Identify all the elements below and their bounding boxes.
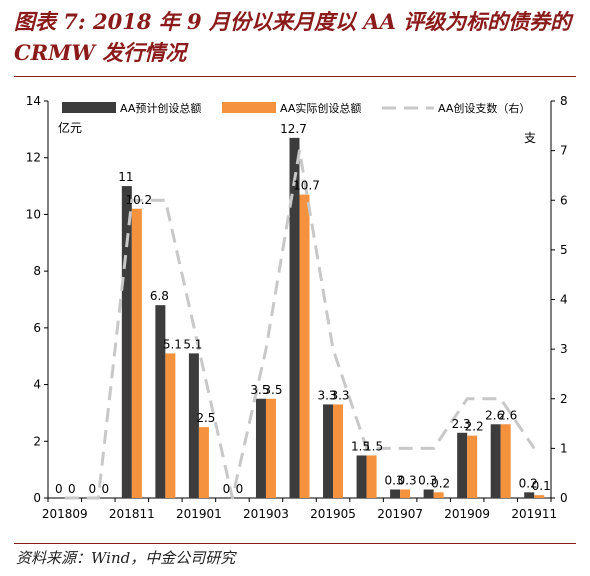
data-label: 12.7 <box>280 122 307 136</box>
right-axis-tick-label: 6 <box>560 193 568 207</box>
data-label: 10.2 <box>125 193 152 207</box>
bar-expected <box>490 424 501 498</box>
left-axis-tick-label: 0 <box>33 491 41 505</box>
data-label: 2.6 <box>485 408 504 422</box>
data-label: 0 <box>236 482 244 496</box>
bar-expected <box>121 186 132 499</box>
legend-swatch-actual <box>222 102 276 113</box>
left-axis-tick-label: 10 <box>26 207 41 221</box>
legend-label-count: AA创设支数（右） <box>438 101 530 115</box>
legend-swatch-expected <box>62 102 116 113</box>
source-rule <box>14 543 576 544</box>
chart-title: 图表 7: 2018 年 9 月份以来月度以 AA 评级为标的债券的 CRMW … <box>14 9 572 65</box>
right-axis-tick-label: 3 <box>560 342 568 356</box>
bar-expected <box>524 492 535 498</box>
x-axis-tick-label: 201811 <box>109 507 155 521</box>
left-axis-tick-label: 2 <box>33 434 41 448</box>
bar-actual <box>198 427 209 498</box>
right-axis-unit: 支 <box>524 131 536 145</box>
data-label: 5.1 <box>183 337 202 351</box>
x-axis-tick-label: 201901 <box>176 507 222 521</box>
left-axis-tick-label: 14 <box>26 94 41 108</box>
legend-label-expected: AA预计创设总额 <box>120 101 201 115</box>
data-label: 0 <box>223 482 231 496</box>
data-label: 1.5 <box>364 439 383 453</box>
bar-expected <box>255 398 266 498</box>
legend-label-actual: AA实际创设总额 <box>280 101 361 115</box>
bar-actual <box>500 424 511 498</box>
right-axis-tick-label: 2 <box>560 392 568 406</box>
data-label: 3.5 <box>263 383 282 397</box>
x-axis-tick-label: 201907 <box>377 507 423 521</box>
data-label: 0.1 <box>532 479 551 493</box>
left-axis-unit: 亿元 <box>58 120 82 135</box>
bar-actual <box>467 435 478 498</box>
data-label: 2.2 <box>465 420 484 434</box>
bar-expected <box>289 137 300 498</box>
bar-expected <box>155 305 166 498</box>
data-label: 0.3 <box>398 473 417 487</box>
left-axis-tick-label: 8 <box>33 264 41 278</box>
right-axis-tick-label: 1 <box>560 441 568 455</box>
data-label: 11 <box>118 170 133 184</box>
legend: AA预计创设总额 AA实际创设总额 AA创设支数（右） <box>62 101 530 115</box>
title-rule <box>14 76 576 77</box>
count-line <box>64 149 536 500</box>
left-axis-tick-label: 4 <box>33 378 41 392</box>
data-label: 3.3 <box>317 388 336 402</box>
bar-expected <box>390 489 401 498</box>
count-series-line <box>64 149 536 500</box>
bar-expected <box>323 404 334 498</box>
data-label: 0 <box>55 482 63 496</box>
bar-actual <box>165 353 176 498</box>
data-label: 10.7 <box>293 179 320 193</box>
data-label: 3.3 <box>330 388 349 402</box>
source-note: 资料来源：Wind，中金公司研究 <box>16 549 236 567</box>
data-label: 5.1 <box>163 337 182 351</box>
bar-actual <box>433 492 444 498</box>
data-label: 0.2 <box>431 476 450 490</box>
right-axis-tick-label: 0 <box>560 491 568 505</box>
x-axis-tick-label: 201911 <box>511 507 557 521</box>
right-axis-tick-label: 8 <box>560 94 568 108</box>
data-label: 0.2 <box>519 476 538 490</box>
left-axis-tick-label: 12 <box>26 151 41 165</box>
data-label: 2.3 <box>452 417 471 431</box>
data-label: 2.5 <box>196 411 215 425</box>
x-axis-tick-label: 201903 <box>243 507 289 521</box>
x-axis-tick-label: 201905 <box>310 507 356 521</box>
bar-actual <box>534 495 545 498</box>
x-axis-tick-label: 201809 <box>42 507 88 521</box>
bar-expected <box>423 489 434 498</box>
data-label: 0.3 <box>385 473 404 487</box>
data-label: 2.6 <box>498 408 517 422</box>
data-label: 0 <box>88 482 96 496</box>
bar-expected <box>457 432 468 498</box>
data-label: 1.5 <box>351 439 370 453</box>
bar-actual <box>366 455 377 498</box>
data-label: 6.8 <box>150 289 169 303</box>
right-axis-tick-label: 5 <box>560 243 568 257</box>
data-label: 0 <box>68 482 76 496</box>
right-axis-tick-label: 4 <box>560 293 568 307</box>
bar-actual <box>333 404 344 498</box>
data-label: 3.5 <box>250 383 269 397</box>
bar-actual <box>400 489 411 498</box>
data-label: 0.3 <box>418 473 437 487</box>
x-axis-tick-label: 201909 <box>444 507 490 521</box>
bars <box>121 137 545 499</box>
bar-expected <box>356 455 367 498</box>
bar-actual <box>131 208 142 498</box>
left-axis-tick-label: 6 <box>33 321 41 335</box>
right-axis-tick-label: 7 <box>560 144 568 158</box>
data-label: 0 <box>101 482 109 496</box>
bar-actual <box>265 398 276 498</box>
bar-expected <box>188 353 199 498</box>
bar-actual <box>299 194 310 499</box>
